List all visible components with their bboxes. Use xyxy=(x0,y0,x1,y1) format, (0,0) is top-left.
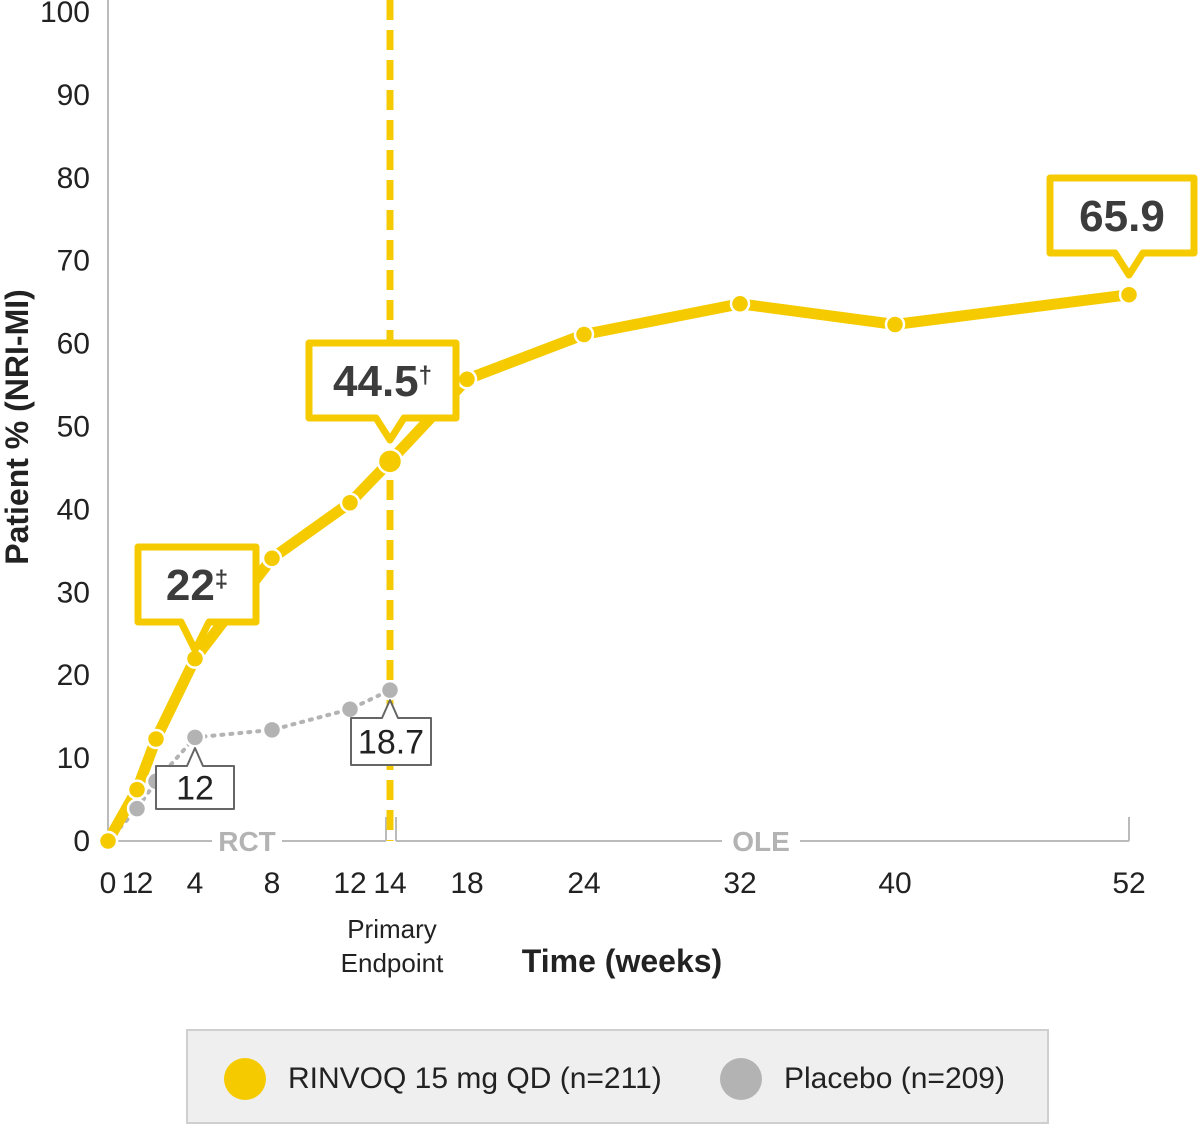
callout-rinvoq: 44.5† xyxy=(305,339,460,444)
y-tick-label: 50 xyxy=(57,411,90,444)
callouts: 22‡ 44.5† 65.9 12 18.7 xyxy=(134,174,1198,810)
x-tick-label: 2 xyxy=(137,867,154,900)
y-tick-label: 0 xyxy=(73,825,90,858)
x-tick-label: 18 xyxy=(450,867,483,900)
phase-brackets: RCT OLE xyxy=(108,817,1130,857)
y-tick-label: 10 xyxy=(57,742,90,775)
x-tick-label: 24 xyxy=(567,867,600,900)
callout-rinvoq: 65.9 xyxy=(1046,174,1198,279)
data-point-placebo xyxy=(379,679,401,701)
callout-value: 44.5† xyxy=(333,357,432,406)
data-point-rinvoq xyxy=(339,492,361,514)
callout-footnote-mark: † xyxy=(419,362,432,389)
x-axis-title: Time (weeks) xyxy=(522,943,722,979)
x-tick-label: 52 xyxy=(1112,867,1145,900)
series-line-rinvoq xyxy=(102,289,1135,847)
y-tick-label: 70 xyxy=(57,245,90,278)
y-tick-label: 30 xyxy=(57,576,90,609)
axis-labels: Primary Endpoint Time (weeks) Patient % (NR… xyxy=(0,289,722,979)
data-point-rinvoq xyxy=(884,314,906,335)
phase-label: RCT xyxy=(218,826,276,857)
callout-box xyxy=(155,747,235,810)
callout-rinvoq: 22‡ xyxy=(134,543,260,654)
legend-label-placebo: Placebo (n=209) xyxy=(784,1061,1005,1095)
series-lines xyxy=(102,289,1135,847)
data-point-rinvoq xyxy=(126,779,148,800)
data-point-placebo xyxy=(339,698,361,720)
callout-footnote-mark: ‡ xyxy=(215,566,228,593)
primary-endpoint-label: Primary xyxy=(347,914,437,944)
callout-placebo: 12 xyxy=(155,747,235,810)
y-tick-label: 20 xyxy=(57,659,90,692)
x-tick-label: 14 xyxy=(373,867,406,900)
y-tick-label: 100 xyxy=(40,0,90,29)
data-point-placebo xyxy=(261,719,283,741)
callout-value: 12 xyxy=(176,770,214,808)
legend-swatch-rinvoq xyxy=(224,1057,266,1100)
y-axis-title: Patient % (NRI-MI) xyxy=(0,289,35,565)
data-point-rinvoq xyxy=(573,324,595,345)
data-point-rinvoq xyxy=(261,548,283,569)
legend-item-placebo: Placebo (n=209) xyxy=(720,1031,1005,1126)
x-tick-label: 1 xyxy=(122,867,139,900)
data-point-placebo xyxy=(184,727,206,748)
data-point-rinvoq xyxy=(97,830,119,852)
x-tick-label: 32 xyxy=(723,867,756,900)
callout-value: 18.7 xyxy=(358,724,424,762)
data-point-rinvoq xyxy=(729,293,751,315)
callout-box xyxy=(350,699,432,766)
legend-swatch-placebo xyxy=(720,1057,762,1100)
x-tick-label: 12 xyxy=(333,867,366,900)
y-tick-label: 80 xyxy=(57,162,90,195)
phase-label: OLE xyxy=(732,826,790,857)
data-point-rinvoq xyxy=(145,728,167,750)
legend-label-rinvoq: RINVOQ 15 mg QD (n=211) xyxy=(288,1061,662,1095)
x-tick-label: 40 xyxy=(878,867,911,900)
y-tick-label: 90 xyxy=(57,79,90,112)
callout-value: 65.9 xyxy=(1079,192,1165,241)
data-point-rinvoq xyxy=(376,448,404,475)
callout-placebo: 18.7 xyxy=(350,699,432,766)
y-tick-label: 40 xyxy=(57,493,90,526)
x-tick-label: 4 xyxy=(187,867,204,900)
callout-box xyxy=(305,339,460,444)
data-point-placebo xyxy=(126,798,148,819)
y-tick-label: 60 xyxy=(57,328,90,361)
callout-box xyxy=(134,543,260,654)
x-tick-label: 0 xyxy=(100,867,117,900)
legend: RINVOQ 15 mg QD (n=211) Placebo (n=209) xyxy=(186,1029,1049,1124)
data-point-rinvoq xyxy=(1118,284,1140,305)
data-point-rinvoq xyxy=(456,368,478,390)
data-points xyxy=(97,284,1140,852)
legend-item-rinvoq: RINVOQ 15 mg QD (n=211) xyxy=(224,1031,662,1126)
x-tick-label: 8 xyxy=(264,867,281,900)
primary-endpoint-label: Endpoint xyxy=(341,948,444,978)
callout-box xyxy=(1046,174,1198,279)
